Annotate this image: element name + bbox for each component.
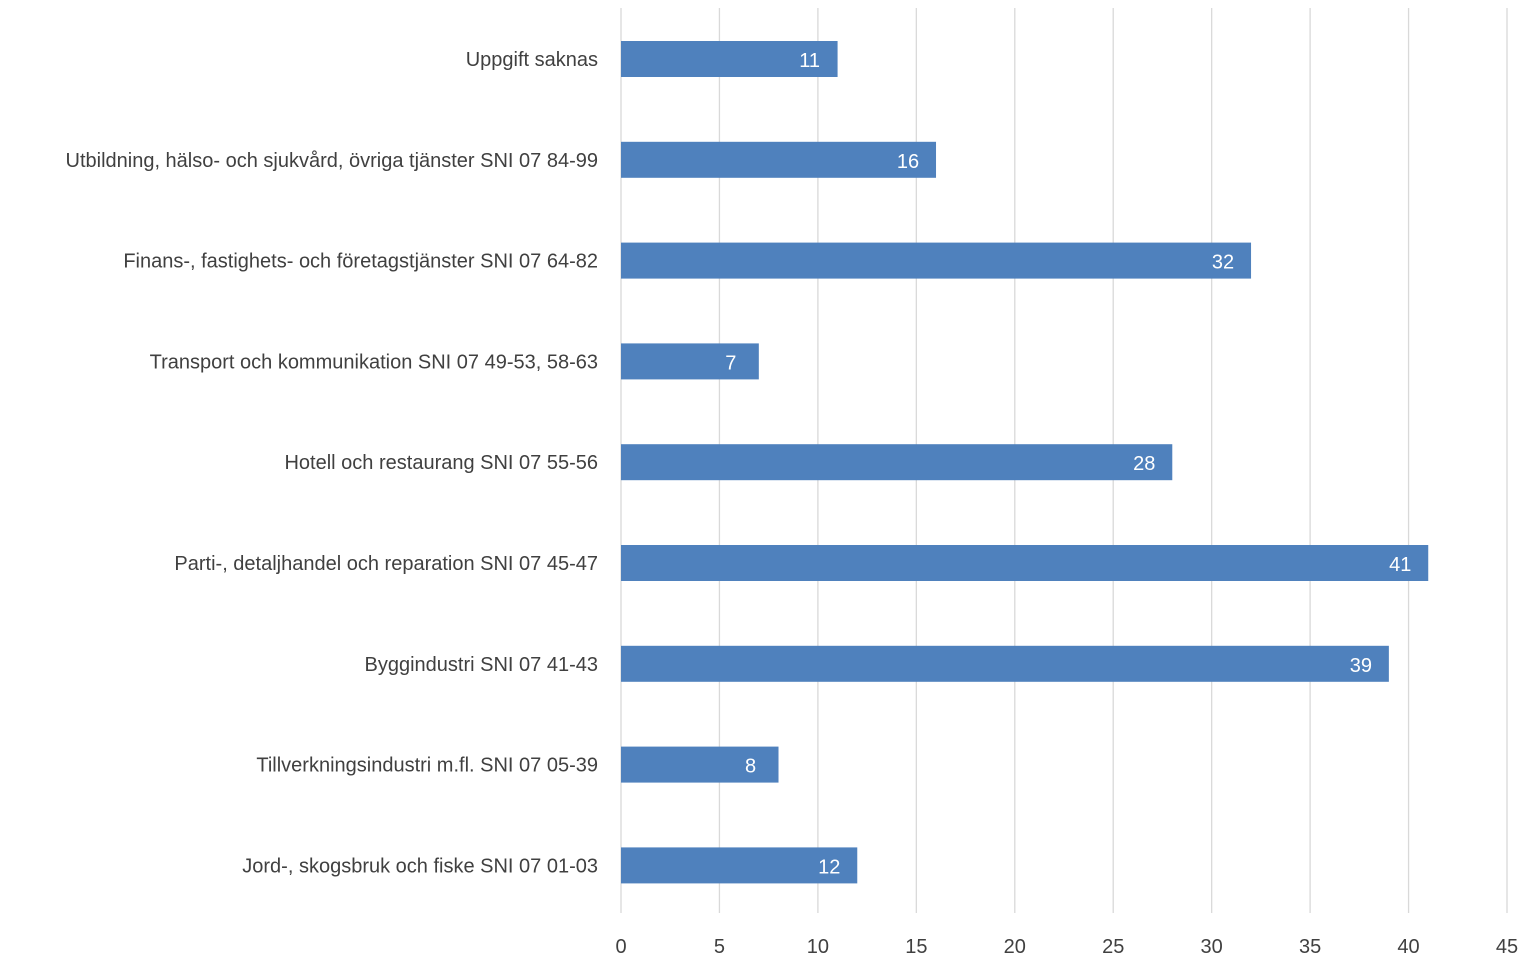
category-label: Utbildning, hälso- och sjukvård, övriga … — [66, 150, 599, 172]
x-tick-label: 30 — [1201, 936, 1223, 957]
bar — [621, 444, 1173, 481]
x-tick-label: 35 — [1299, 936, 1321, 957]
category-label: Transport och kommunikation SNI 07 49-53… — [150, 351, 598, 373]
bar — [621, 141, 937, 178]
data-label: 39 — [1350, 655, 1372, 677]
data-label: 32 — [1212, 252, 1234, 274]
bar — [621, 242, 1252, 279]
category-label: Parti-, detaljhandel och reparation SNI … — [174, 553, 598, 575]
data-label: 28 — [1133, 453, 1155, 475]
category-label: Tillverkningsindustri m.fl. SNI 07 05-39 — [256, 755, 598, 777]
x-tick-label: 15 — [905, 936, 927, 957]
bar — [621, 343, 759, 380]
x-tick-label: 20 — [1004, 936, 1026, 957]
category-label: Jord-, skogsbruk och fiske SNI 07 01-03 — [242, 855, 598, 877]
data-label: 7 — [725, 352, 736, 374]
x-tick-label: 5 — [714, 936, 725, 957]
x-tick-label: 25 — [1102, 936, 1124, 957]
x-tick-label: 0 — [615, 936, 626, 957]
bar — [621, 847, 858, 884]
x-axis-tick-labels: 0 5 10 15 20 25 30 35 40 45 — [615, 936, 1518, 957]
category-label: Byggindustri SNI 07 41-43 — [365, 654, 598, 676]
bars: 11 16 32 7 28 41 39 8 12 — [621, 41, 1429, 884]
data-label: 12 — [818, 856, 840, 878]
data-label: 41 — [1389, 554, 1411, 576]
bar — [621, 41, 838, 77]
category-label: Finans-, fastighets- och företagstjänste… — [123, 251, 598, 273]
category-label: Uppgift saknas — [466, 49, 598, 71]
bar — [621, 746, 779, 783]
category-label: Hotell och restaurang SNI 07 55-56 — [284, 452, 598, 474]
data-label: 11 — [799, 50, 820, 72]
data-label: 16 — [897, 151, 919, 173]
x-tick-label: 40 — [1397, 936, 1419, 957]
bar — [621, 645, 1389, 682]
bar — [621, 545, 1429, 581]
x-tick-label: 45 — [1496, 936, 1518, 957]
category-labels: Uppgift saknas Utbildning, hälso- och sju… — [66, 49, 599, 877]
x-tick-label: 10 — [807, 936, 829, 957]
data-label: 8 — [745, 756, 756, 778]
